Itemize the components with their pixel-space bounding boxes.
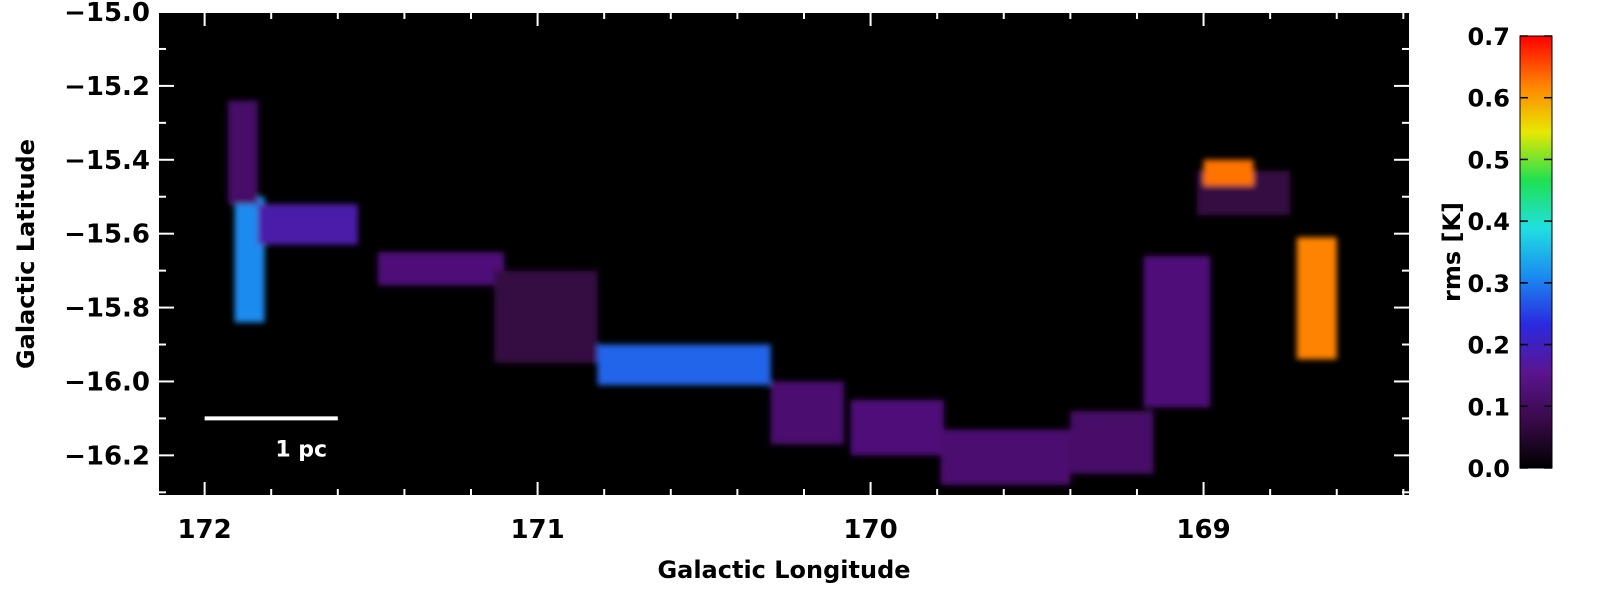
y-tick-label: −15.4 [64,146,150,176]
plot-frame [157,11,1411,497]
x-tick-label: 172 [177,515,231,545]
region-8 [940,429,1071,485]
region-12 [1296,237,1337,360]
x-tick-label: 169 [1176,515,1230,545]
y-axis-label: Galactic Latitude [12,139,40,369]
region-6 [770,381,844,445]
y-tick-label: −15.0 [64,0,150,28]
x-tick-label: 171 [510,515,564,545]
x-axis-ticks: 172 171 170 169 [177,12,1405,545]
colorbar-tick-label: 0.4 [1467,208,1510,236]
colorbar-tick-label: 0.7 [1467,23,1510,51]
colorbar-ticks: 0.0 0.1 0.2 0.3 0.4 0.5 0.6 0.7 [1467,23,1552,483]
colorbar-tick-label: 0.0 [1467,455,1510,483]
x-axis-label: Galactic Longitude [657,556,910,584]
colorbar-tick-label: 0.3 [1467,270,1510,298]
x-tick-label: 170 [843,515,897,545]
y-axis-ticks: −15.0 −15.2 −15.4 −15.6 −15.8 −16.0 −16.2 [64,0,1410,494]
scale-bar-label: 1 pc [275,437,327,462]
colorbar-label: rms [K] [1438,202,1466,302]
region-4 [494,270,598,363]
region-1 [227,100,258,205]
region-13 [1203,159,1254,186]
colorbar-tick-label: 0.6 [1467,85,1510,113]
y-tick-label: −15.6 [64,220,150,250]
y-tick-label: −15.8 [64,294,150,324]
y-tick-label: −16.2 [64,441,150,471]
rms-regions [227,100,1337,485]
region-5 [597,344,771,386]
region-10 [1143,255,1211,408]
region-2 [257,204,358,245]
scale-bar: 1 pc [204,416,338,462]
colorbar-tick-label: 0.2 [1467,332,1510,360]
colorbar-gradient [1519,35,1553,469]
region-3 [377,252,505,286]
colorbar: 0.0 0.1 0.2 0.3 0.4 0.5 0.6 0.7 rms [K] [1438,23,1553,483]
region-9 [1070,411,1154,474]
region-7 [850,399,944,456]
colorbar-tick-label: 0.1 [1467,393,1510,421]
y-tick-label: −16.0 [64,367,150,397]
colorbar-tick-label: 0.5 [1467,146,1510,174]
y-tick-label: −15.2 [64,72,150,102]
